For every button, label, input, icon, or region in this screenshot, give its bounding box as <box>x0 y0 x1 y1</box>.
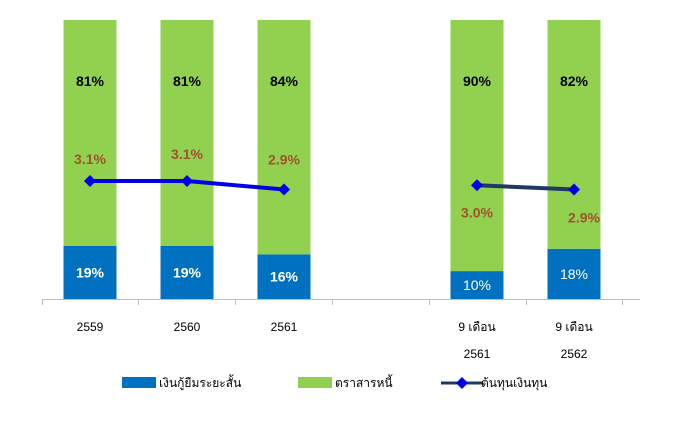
bar-debenture-5 <box>547 20 601 249</box>
x-tick-label-4-1: 2561 <box>464 347 491 361</box>
label-debenture-5: 82% <box>560 73 589 89</box>
label-short-term-loan-4: 10% <box>463 277 491 293</box>
label-cost-of-funds-5: 2.9% <box>568 210 600 226</box>
legend: เงินกู้ยืมระยะสั้น ตราสารหนี้ ต้นทุนเงินทุ… <box>122 374 547 391</box>
x-tick-label-5-1: 2562 <box>561 347 588 361</box>
legend-debenture-label: ตราสารหนี้ <box>335 374 393 390</box>
cost-of-funds-marker-4 <box>471 179 483 192</box>
x-tick-label-2-0: 2561 <box>271 320 298 334</box>
label-debenture-1: 81% <box>173 73 202 89</box>
bar-short-term-loan-5 <box>547 248 601 299</box>
label-debenture-2: 84% <box>270 73 299 89</box>
label-cost-of-funds-2: 2.9% <box>268 152 300 168</box>
legend-short-term-loan-swatch <box>122 377 156 388</box>
bar-debenture-0 <box>63 20 117 246</box>
legend-cost-of-funds-marker <box>456 377 468 389</box>
legend-debenture-swatch <box>298 377 332 388</box>
label-debenture-4: 90% <box>463 73 492 89</box>
x-tick-label-1-0: 2560 <box>174 320 201 334</box>
label-short-term-loan-1: 19% <box>173 264 202 280</box>
x-tick-label-0-0: 2559 <box>77 320 104 334</box>
label-short-term-loan-0: 19% <box>76 264 105 280</box>
data-labels-layer: 19% 19% 16% 10% 18% 81% 81% 84% 90% 82% 3.1% 3.1% 2.… <box>74 73 600 293</box>
bar-debenture-4 <box>450 20 504 272</box>
legend-cost-of-funds-label: ต้นทุนเงินทุน <box>481 376 547 391</box>
bar-short-term-loan-4 <box>450 271 504 299</box>
cost-of-funds-marker-0 <box>84 175 96 187</box>
bar-debenture-1 <box>160 20 214 246</box>
label-cost-of-funds-0: 3.1% <box>74 151 106 167</box>
x-tick-label-5-0: 9 เดือน <box>555 320 592 334</box>
cost-of-funds-marker-2 <box>278 183 290 196</box>
bar-short-term-loan-2 <box>257 254 311 299</box>
label-short-term-loan-2: 16% <box>270 269 299 285</box>
x-axis: 2559 2560 2561 9 เดือน 2561 9 เดือน 2562 <box>42 299 640 361</box>
bar-short-term-loan-1 <box>160 245 214 299</box>
label-cost-of-funds-4: 3.0% <box>461 204 493 220</box>
line-layer <box>84 175 580 196</box>
bars-layer <box>63 20 601 299</box>
label-short-term-loan-5: 18% <box>560 266 588 282</box>
legend-short-term-loan-label: เงินกู้ยืมระยะสั้น <box>159 374 241 391</box>
x-tick-label-4-0: 9 เดือน <box>458 320 495 334</box>
label-cost-of-funds-1: 3.1% <box>171 146 203 162</box>
cost-of-funds-marker-5 <box>568 183 580 196</box>
bar-short-term-loan-0 <box>63 245 117 299</box>
cost-of-funds-marker-1 <box>181 175 193 187</box>
cost-of-funds-line-1 <box>476 183 575 192</box>
label-debenture-0: 81% <box>76 73 105 89</box>
bar-debenture-2 <box>257 20 311 255</box>
